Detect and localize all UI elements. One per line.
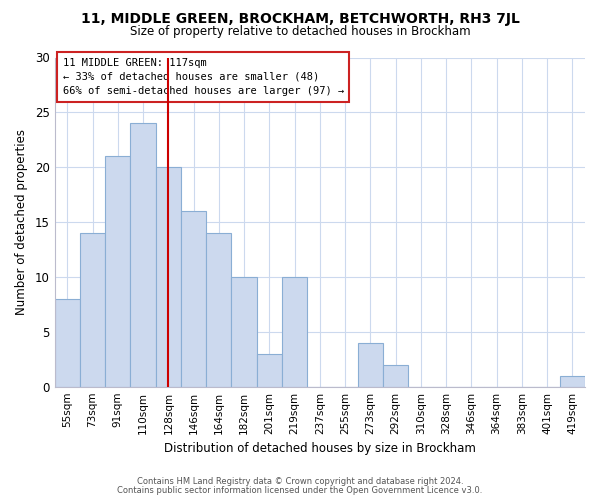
Bar: [560, 376, 585, 386]
Text: 11 MIDDLE GREEN: 117sqm
← 33% of detached houses are smaller (48)
66% of semi-de: 11 MIDDLE GREEN: 117sqm ← 33% of detache…: [62, 58, 344, 96]
Bar: [105, 156, 130, 386]
Bar: [282, 277, 307, 386]
Bar: [358, 343, 383, 386]
Y-axis label: Number of detached properties: Number of detached properties: [15, 129, 28, 315]
Bar: [130, 124, 155, 386]
Text: Contains HM Land Registry data © Crown copyright and database right 2024.: Contains HM Land Registry data © Crown c…: [137, 477, 463, 486]
Bar: [80, 233, 105, 386]
Bar: [55, 299, 80, 386]
Bar: [257, 354, 282, 386]
Bar: [155, 167, 181, 386]
Bar: [181, 211, 206, 386]
Bar: [206, 233, 232, 386]
Bar: [383, 364, 408, 386]
Bar: [232, 277, 257, 386]
Text: 11, MIDDLE GREEN, BROCKHAM, BETCHWORTH, RH3 7JL: 11, MIDDLE GREEN, BROCKHAM, BETCHWORTH, …: [80, 12, 520, 26]
X-axis label: Distribution of detached houses by size in Brockham: Distribution of detached houses by size …: [164, 442, 476, 455]
Text: Contains public sector information licensed under the Open Government Licence v3: Contains public sector information licen…: [118, 486, 482, 495]
Text: Size of property relative to detached houses in Brockham: Size of property relative to detached ho…: [130, 25, 470, 38]
